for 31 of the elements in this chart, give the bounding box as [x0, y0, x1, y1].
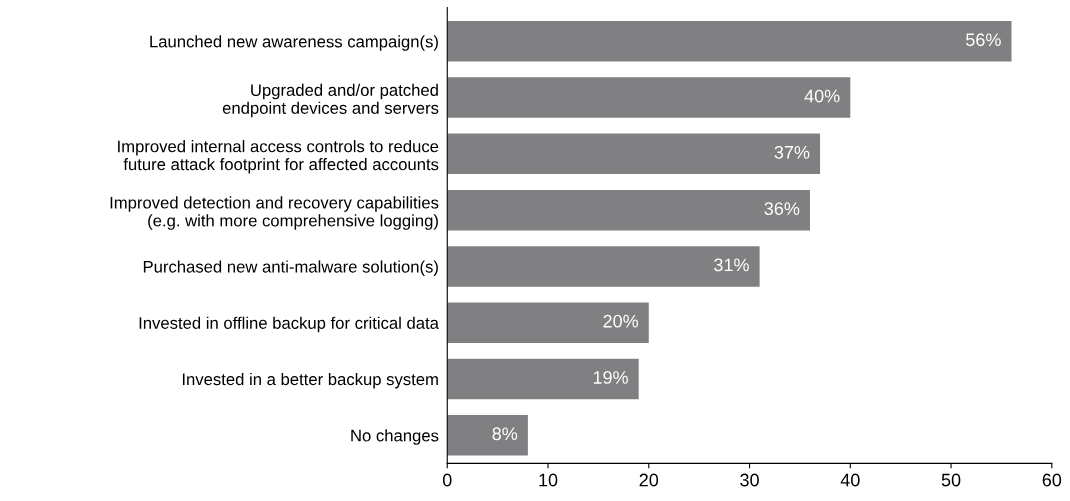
bar [447, 415, 528, 456]
bar [447, 21, 1012, 62]
data-label: 40% [804, 89, 840, 103]
x-tick-label: 20 [639, 473, 659, 487]
data-label: 37% [774, 145, 810, 159]
bar [447, 302, 649, 343]
y-tick-label: Improved internal access controls to reduce future attack footprint for affected accounts [118, 140, 439, 174]
bar [447, 246, 760, 287]
y-tick-label: Upgraded and/or patched endpoint devices and servers [222, 83, 439, 118]
data-label: 19% [593, 371, 628, 384]
bar [447, 77, 851, 118]
y-tick-label: No changes [351, 429, 439, 445]
x-tick-label: 50 [941, 473, 961, 487]
bar [447, 133, 821, 175]
x-tick-label: 10 [539, 473, 558, 487]
y-tick-label: Launched new awareness campaign(s) [150, 35, 438, 51]
bar [447, 189, 810, 231]
data-label: 31% [714, 258, 749, 272]
x-tick-label: 40 [840, 473, 860, 487]
y-tick-label: Improved detection and recovery capabilities (e.g. with more comprehensive logging) [110, 196, 439, 230]
y-tick-label: Purchased new anti-malware solution(s) [143, 260, 438, 276]
x-tick-label: 30 [740, 473, 759, 487]
data-label: 36% [764, 202, 800, 215]
y-tick-label: Invested in offline backup for critical data [139, 316, 439, 333]
y-tick-label: Invested in a better backup system [182, 372, 438, 389]
data-label: 56% [966, 33, 1001, 47]
x-tick-label: 60 [1042, 473, 1062, 487]
data-label: 20% [603, 314, 639, 328]
data-label: 8% [492, 427, 518, 441]
x-tick-label: 0 [442, 473, 452, 487]
bar [447, 358, 639, 400]
